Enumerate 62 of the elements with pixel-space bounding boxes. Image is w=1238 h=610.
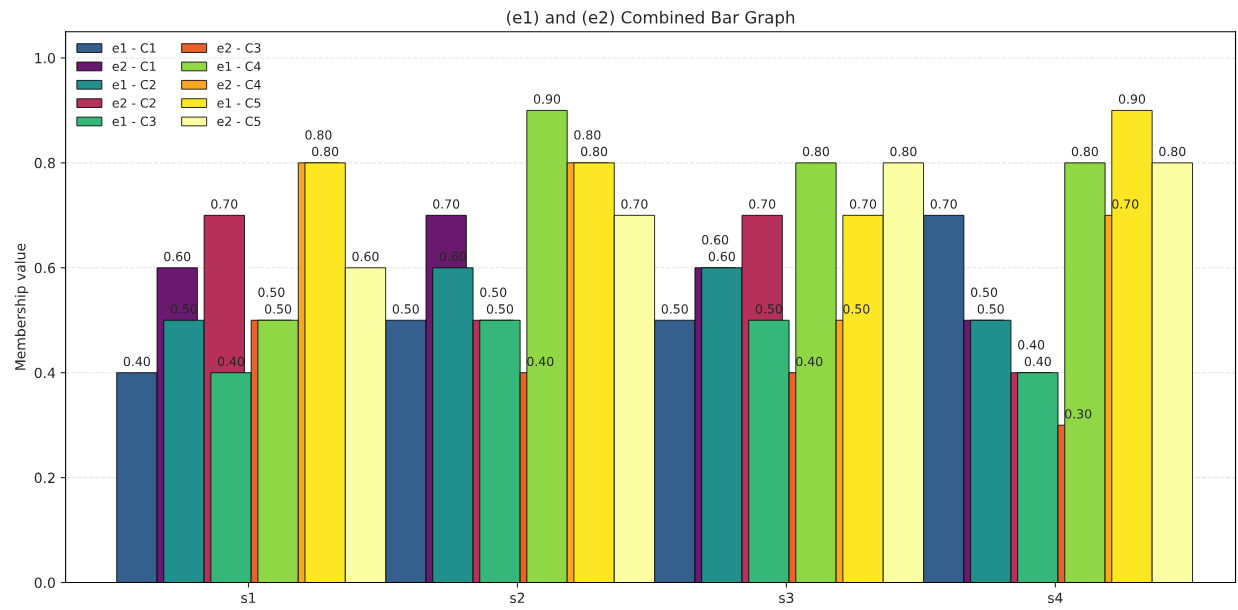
- data-label: 0.70: [849, 199, 877, 209]
- data-label: 0.80: [581, 146, 608, 157]
- data-label: 0.50: [843, 304, 870, 314]
- data-label: 0.70: [930, 199, 957, 209]
- data-label: 0.50: [977, 304, 1004, 314]
- chart-title: (e1) and (e2) Combined Bar Graph: [507, 10, 795, 27]
- data-label: 0.80: [312, 146, 339, 157]
- data-label: 0.60: [439, 251, 466, 262]
- data-label: 0.90: [533, 94, 561, 104]
- data-label: 0.60: [164, 251, 191, 262]
- y-tick-label: 0.8: [34, 157, 55, 169]
- data-label: 0.50: [264, 304, 292, 314]
- data-label: 0.80: [1159, 146, 1186, 157]
- data-label: 0.90: [1118, 94, 1146, 104]
- data-label: 0.50: [661, 304, 688, 314]
- legend-label: e2 - C4: [217, 79, 261, 90]
- data-label: 0.40: [217, 356, 245, 367]
- y-tick-label: 0.4: [34, 367, 56, 379]
- legend-label: e1 - C5: [217, 98, 261, 108]
- data-label: 0.40: [796, 356, 823, 367]
- x-tick-label: s4: [1048, 592, 1063, 604]
- data-label: 0.60: [708, 251, 735, 262]
- data-label: 0.70: [433, 199, 460, 209]
- data-label: 0.70: [621, 199, 648, 209]
- data-label: 0.50: [486, 304, 514, 314]
- data-label: 0.80: [802, 146, 830, 157]
- y-tick-label: 1.0: [35, 52, 55, 64]
- data-label: 0.80: [305, 130, 332, 140]
- y-tick-label: 0.2: [34, 472, 55, 484]
- y-axis-title: Membership value: [14, 243, 29, 370]
- data-label: 0.70: [1112, 199, 1139, 209]
- data-label: 0.50: [755, 304, 782, 314]
- data-label: 0.80: [1071, 146, 1098, 157]
- x-tick-label: s2: [510, 592, 525, 604]
- legend-label: e2 - C3: [217, 43, 261, 53]
- data-label: 0.50: [970, 287, 998, 297]
- data-label: 0.50: [392, 304, 419, 314]
- data-label: 0.60: [702, 235, 729, 245]
- legend-label: e1 - C1: [112, 43, 156, 53]
- legend-label: e1 - C3: [112, 116, 156, 127]
- data-label: 0.40: [123, 356, 150, 367]
- data-label: 0.40: [1018, 340, 1045, 350]
- data-label: 0.80: [574, 130, 601, 140]
- data-label: 0.60: [352, 251, 379, 262]
- data-label: 0.80: [890, 146, 917, 157]
- y-tick-label: 0.6: [34, 262, 56, 274]
- x-tick-label: s3: [779, 592, 794, 604]
- data-label: 0.30: [1065, 409, 1092, 419]
- legend-label: e2 - C2: [112, 98, 156, 108]
- y-tick-label: 0.0: [34, 577, 55, 589]
- data-label: 0.70: [749, 199, 776, 209]
- legend-label: e2 - C5: [217, 116, 261, 127]
- data-label: 0.40: [527, 356, 554, 367]
- data-label: 0.50: [480, 287, 507, 297]
- legend-label: e2 - C1: [112, 61, 156, 71]
- data-label: 0.50: [258, 287, 285, 297]
- data-label: 0.70: [211, 199, 238, 209]
- data-label: 0.50: [170, 304, 198, 314]
- legend-label: e1 - C4: [217, 61, 261, 71]
- x-tick-label: s1: [241, 592, 256, 604]
- legend-label: e1 - C2: [112, 79, 156, 90]
- data-label: 0.40: [1024, 356, 1051, 367]
